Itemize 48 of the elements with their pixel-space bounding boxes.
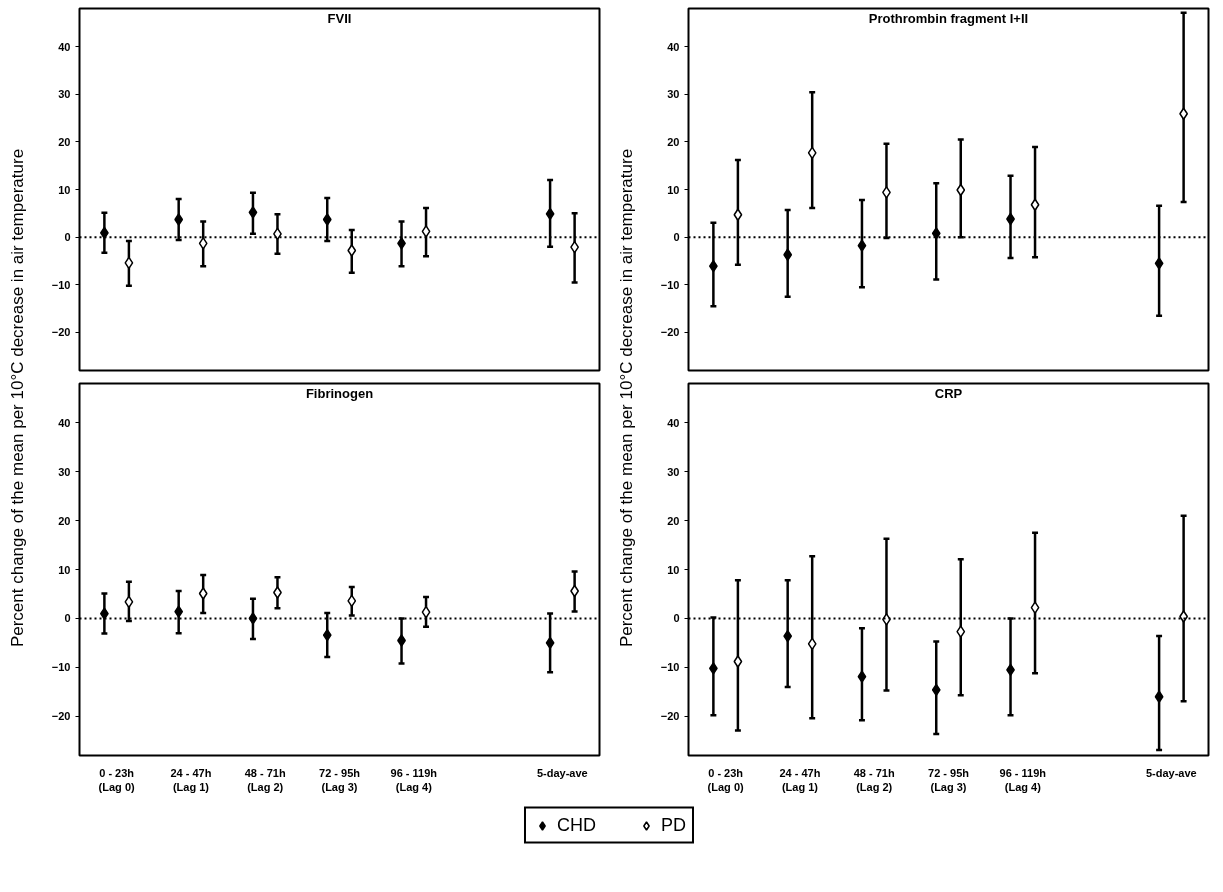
y-tick-label: 30 xyxy=(58,465,71,478)
y-tick-label: 40 xyxy=(667,416,680,429)
y-tick-label: −20 xyxy=(51,326,71,339)
y-tick-label: −20 xyxy=(660,710,680,723)
legend-label: PD xyxy=(660,814,687,836)
y-tick-label: −20 xyxy=(660,326,680,339)
x-tick-label: 96 - 119h (Lag 4) xyxy=(999,766,1047,793)
y-tick-label: 10 xyxy=(667,563,680,576)
y-tick-label: 30 xyxy=(667,88,680,101)
y-tick-label: 10 xyxy=(667,183,680,196)
x-tick-label: 0 - 23h (Lag 0) xyxy=(98,766,136,793)
y-tick-label: 20 xyxy=(58,514,71,527)
y-tick-label: −10 xyxy=(51,278,71,291)
y-tick-label: 0 xyxy=(673,231,680,244)
y-axis-title: Percent change of the mean per 10°C decrease in air temperature xyxy=(8,148,27,648)
y-tick-label: 20 xyxy=(58,135,71,148)
y-tick-label: 10 xyxy=(58,563,71,576)
y-tick-label: 30 xyxy=(667,465,680,478)
x-tick-label: 5-day-ave xyxy=(1145,766,1197,779)
chart-title: Fibrinogen xyxy=(305,385,374,401)
y-tick-label: 40 xyxy=(667,40,680,53)
chart-title: Prothrombin fragment I+II xyxy=(868,10,1029,26)
x-tick-label: 0 - 23h (Lag 0) xyxy=(707,766,745,793)
x-tick-label: 96 - 119h (Lag 4) xyxy=(390,766,438,793)
x-tick-label: 24 - 47h (Lag 1) xyxy=(170,766,212,793)
y-tick-label: 40 xyxy=(58,416,71,429)
y-tick-label: −10 xyxy=(660,661,680,674)
y-tick-label: 10 xyxy=(58,183,71,196)
y-tick-label: 40 xyxy=(58,40,71,53)
y-tick-label: 0 xyxy=(64,231,71,244)
chart-title: FVII xyxy=(327,10,352,26)
x-tick-label: 72 - 95h (Lag 3) xyxy=(319,766,361,793)
y-tick-label: 20 xyxy=(667,514,680,527)
x-tick-label: 5-day-ave xyxy=(536,766,588,779)
x-tick-label: 24 - 47h (Lag 1) xyxy=(779,766,821,793)
y-tick-label: −10 xyxy=(51,661,71,674)
y-tick-label: 0 xyxy=(673,612,680,625)
x-tick-label: 72 - 95h (Lag 3) xyxy=(928,766,970,793)
y-tick-label: 20 xyxy=(667,135,680,148)
y-tick-label: 30 xyxy=(58,88,71,101)
legend-label: CHD xyxy=(556,814,596,836)
y-axis-title: Percent change of the mean per 10°C decrease in air temperature xyxy=(617,148,636,648)
y-tick-label: 0 xyxy=(64,612,71,625)
y-tick-label: −10 xyxy=(660,278,680,291)
y-tick-label: −20 xyxy=(51,710,71,723)
chart-title: CRP xyxy=(934,385,963,401)
x-tick-label: 48 - 71h (Lag 2) xyxy=(853,766,895,793)
x-tick-label: 48 - 71h (Lag 2) xyxy=(244,766,286,793)
